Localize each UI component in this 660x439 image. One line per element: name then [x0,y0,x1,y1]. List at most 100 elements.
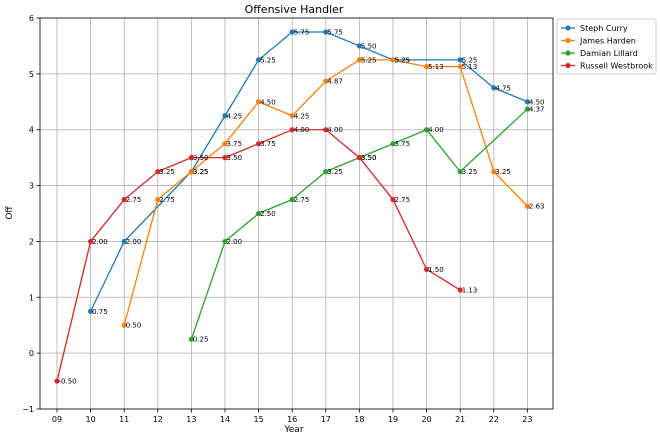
data-point [323,29,329,35]
series-damian-lillard: 0.25 2.00 2.50 2.75 3.25 3.50 3.75 4.00 3.25 4.37 [188,106,545,344]
data-label: 4.00 [294,126,310,134]
data-label: 5.25 [361,56,377,64]
y-tick-label: 1 [29,293,34,302]
data-point [524,106,531,112]
data-label: 2.00 [92,238,108,246]
data-label: 2.75 [294,196,310,204]
data-label: 3.25 [462,168,478,176]
y-tick-label: 5 [29,70,34,79]
data-point [256,99,262,105]
data-label: 2.00 [126,238,142,246]
series-steph-curry: 0.75 2.00 3.25 4.25 5.25 5.75 5.75 5.50 5.25 5.25… [88,28,544,316]
data-label: 4.37 [529,106,545,114]
data-label: 5.25 [462,56,478,64]
data-label: 5.50 [361,42,377,50]
legend-swatch-marker [565,25,571,31]
data-label: 5.13 [428,63,444,71]
data-point [121,196,127,203]
data-label: 3.75 [260,140,276,148]
data-point [222,141,228,147]
data-label: 4.25 [227,112,243,120]
data-point [289,127,295,133]
data-point [390,141,396,147]
data-label: 2.75 [159,196,175,204]
legend-item: Steph Curry [561,24,628,33]
data-label: 3.50 [361,154,377,162]
data-label: -0.50 [59,378,77,386]
data-point [457,63,463,70]
data-point [390,196,396,203]
data-point [356,155,362,161]
data-point [121,238,127,245]
data-label: 2.75 [395,196,411,204]
data-label: 4.00 [327,126,343,134]
data-label: 3.25 [159,168,175,176]
legend: Steph Curry James Harden Damian Lillard Rus… [556,18,657,75]
data-point [222,113,228,119]
data-label: 5.25 [395,56,411,64]
data-label: 2.63 [529,203,545,211]
data-point [155,196,161,203]
data-label: 3.25 [193,168,209,176]
x-tick-label: 19 [388,415,398,424]
x-tick-label: 23 [522,415,532,424]
data-label: 0.75 [92,308,108,316]
grid [40,17,553,410]
data-label: 3.25 [193,168,209,176]
legend-frame [556,18,657,75]
x-tick-label: 10 [86,415,96,424]
legend-label: Steph Curry [580,24,628,33]
series-james-harden: 0.502.753.253.754.504.254.875.25 5.255.13… [121,56,545,330]
data-label: 2.75 [126,196,142,204]
y-tick-label: 2 [29,237,34,246]
data-label: 3.75 [227,140,243,148]
data-label: 3.50 [361,154,377,162]
data-point [524,203,531,209]
y-tick-label: 6 [29,14,34,23]
data-point [356,57,362,63]
data-point [121,322,127,328]
legend-label: Damian Lillard [580,49,638,58]
x-tick-label: 22 [489,415,499,424]
data-label: 3.25 [495,168,511,176]
legend-swatch-marker [565,62,571,69]
data-point [88,308,94,314]
data-point [323,169,329,175]
data-label: 5.13 [462,63,478,71]
data-label: 3.75 [395,140,411,148]
data-point [188,155,194,161]
data-point [256,141,262,147]
x-tick-label: 15 [254,415,264,424]
legend-swatch-marker [565,37,571,44]
data-label: 1.50 [428,266,444,274]
legend-swatch-marker [565,50,571,56]
data-label: 2.00 [227,238,243,246]
data-label: 3.50 [227,154,243,162]
data-label: 4.25 [294,112,310,120]
data-label: 2.50 [260,210,276,218]
data-label: 3.50 [193,154,209,162]
x-tick-label: 20 [422,415,432,424]
data-label: 4.75 [495,84,511,92]
data-point [424,63,430,70]
data-label: 5.75 [294,28,310,36]
series-layer: 0.75 2.00 3.25 4.25 5.25 5.75 5.75 5.50 5.25 5.25… [54,28,545,386]
data-label: 0.25 [193,336,209,344]
data-point [323,127,329,133]
data-label: 4.87 [327,78,343,86]
x-tick-label: 17 [321,415,331,424]
data-point [256,57,262,63]
x-tick-label: 12 [153,415,163,424]
data-label: 4.00 [428,126,444,134]
data-point [188,169,194,175]
data-label: 4.50 [260,98,276,106]
data-point [457,287,463,293]
data-label: 3.25 [327,168,343,176]
y-tick-label: 4 [29,126,34,135]
y-tick-label: −1 [22,405,34,414]
data-point [54,378,60,384]
data-point [256,210,262,217]
y-axis-label: Off [5,206,15,220]
